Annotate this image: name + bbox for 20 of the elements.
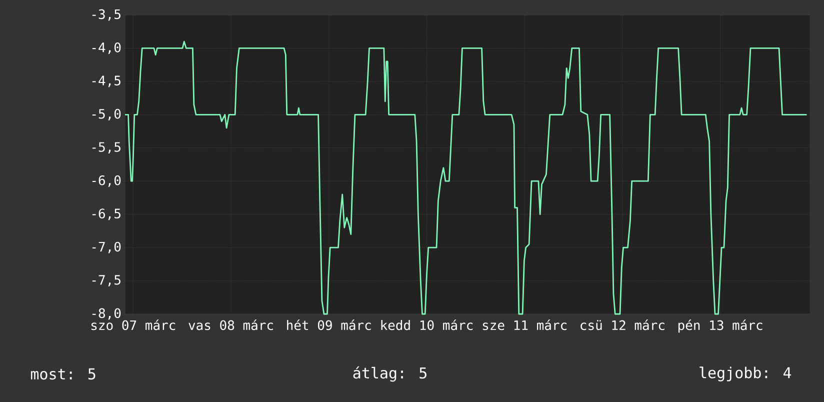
y-tick-label: -7,5 [92, 275, 120, 286]
y-tick-label: -6,5 [92, 208, 120, 220]
y-tick-label: -7,0 [92, 242, 121, 254]
x-tick-label: sze 11 márc [482, 320, 567, 330]
y-tick-label: -4,0 [92, 42, 121, 54]
x-tick-label: kedd 10 márc [381, 320, 473, 330]
text: átlag: 5 [353, 366, 426, 382]
x-tick-label: hét 09 márc [287, 320, 371, 330]
x-tick-label: csü 12 márc [580, 320, 664, 330]
x-tick-label: vas 08 márc [188, 320, 273, 330]
x-tick-label: pén 13 márc [678, 320, 762, 333]
text: legjobb: 4 [700, 366, 792, 382]
y-tick-label: -8,0 [92, 308, 121, 320]
text: most: 5 [31, 368, 96, 380]
y-tick-label: -5,5 [92, 142, 120, 154]
x-tick-label: szo 07 márc [91, 320, 176, 330]
y-tick-label: -5,0 [92, 108, 121, 120]
y-tick-label: -3,5 [92, 9, 120, 21]
y-tick-label: -6,0 [92, 175, 121, 187]
y-tick-label: -4,5 [92, 76, 120, 88]
